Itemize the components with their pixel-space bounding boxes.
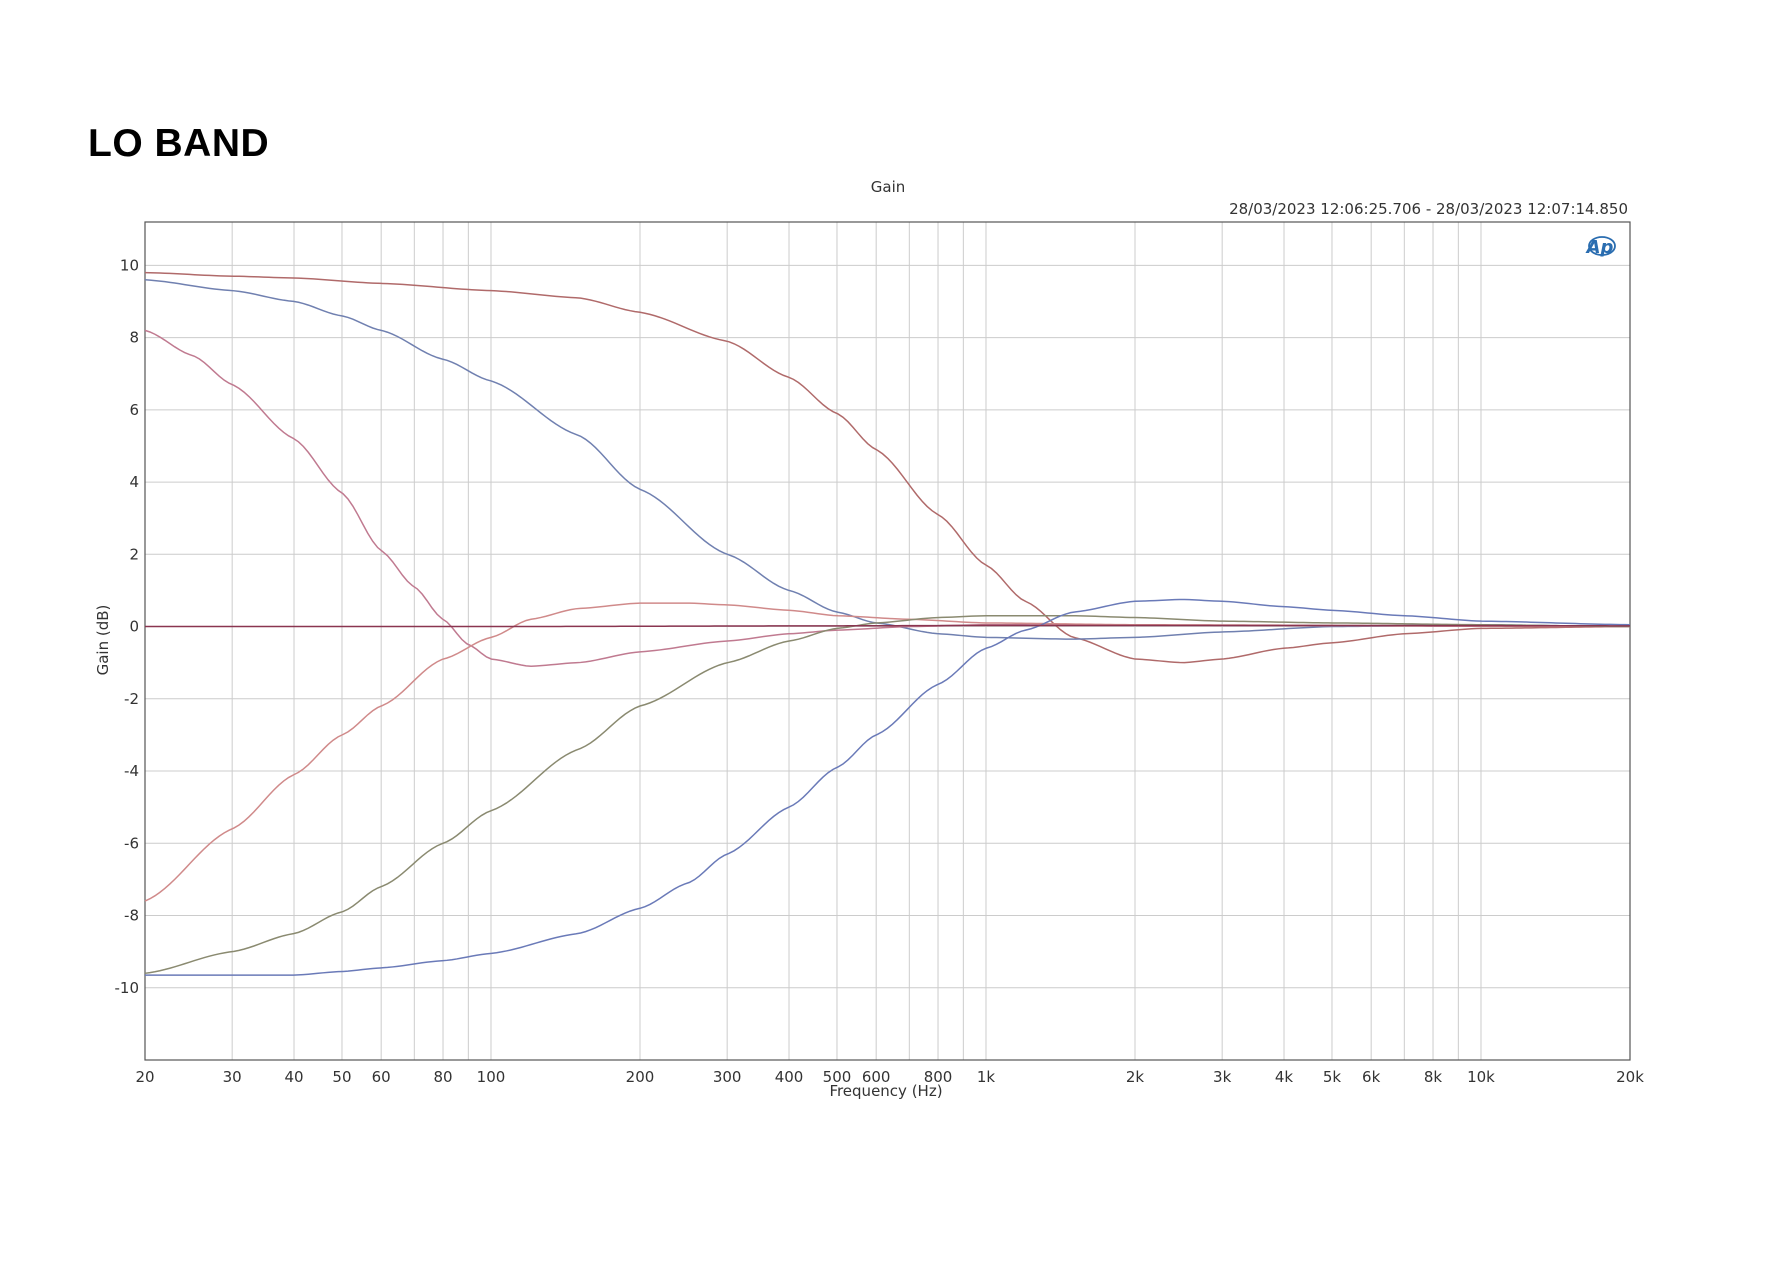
x-tick-label: 20 — [135, 1068, 154, 1086]
y-tick-label: -2 — [124, 690, 139, 708]
x-tick-label: 400 — [775, 1068, 804, 1086]
series-line-6 — [145, 598, 1631, 976]
x-tick-label: 20k — [1616, 1068, 1644, 1086]
series-line-4 — [144, 602, 1631, 902]
series-line-2 — [144, 279, 1631, 640]
x-tick-label: 800 — [924, 1068, 953, 1086]
y-tick-label: -4 — [124, 762, 139, 780]
x-tick-label: 5k — [1323, 1068, 1342, 1086]
x-tick-label: 300 — [713, 1068, 742, 1086]
series-line-7 — [145, 624, 1630, 628]
x-tick-label: 100 — [477, 1068, 506, 1086]
x-tick-label: 1k — [977, 1068, 996, 1086]
x-tick-label: 200 — [626, 1068, 655, 1086]
x-tick-label: 2k — [1126, 1068, 1145, 1086]
x-tick-label: 10k — [1467, 1068, 1495, 1086]
ap-logo: Ap — [1585, 236, 1616, 258]
y-tick-label: 6 — [129, 401, 139, 419]
x-tick-label: 4k — [1275, 1068, 1294, 1086]
page-heading: LO BAND — [88, 122, 270, 165]
plot-frame — [144, 221, 1631, 1061]
y-tick-label: 8 — [129, 329, 139, 347]
series-group — [144, 271, 1631, 976]
y-tick-label: -6 — [124, 834, 139, 852]
x-tick-label: 8k — [1424, 1068, 1443, 1086]
x-tick-label: 6k — [1362, 1068, 1381, 1086]
x-tick-label: 80 — [433, 1068, 452, 1086]
grid-lines — [144, 222, 1631, 1060]
y-tick-labels: 10 8 6 4 2 0 -2 -4 -6 -8 -10 — [115, 256, 140, 996]
chart-timestamp: 28/03/2023 12:06:25.706 - 28/03/2023 12:… — [1229, 200, 1628, 218]
x-tick-label: 500 — [823, 1068, 852, 1086]
x-tick-labels: 20 30 40 50 60 80 100 200 300 400 500 600 800 1k 2k 3k 4… — [135, 1068, 1644, 1086]
y-tick-label: 4 — [129, 473, 139, 491]
series-line-1 — [144, 271, 1631, 664]
y-tick-label: 0 — [129, 618, 139, 636]
x-tick-label: 3k — [1213, 1068, 1232, 1086]
y-tick-label: -10 — [115, 979, 140, 997]
x-tick-label: 30 — [223, 1068, 242, 1086]
y-tick-label: 2 — [129, 545, 139, 563]
x-tick-label: 60 — [372, 1068, 391, 1086]
y-axis-label: Gain (dB) — [94, 605, 112, 676]
ap-logo-text: Ap — [1585, 237, 1614, 258]
chart-title: Gain — [871, 178, 906, 196]
x-tick-label: 40 — [284, 1068, 303, 1086]
x-tick-label: 50 — [332, 1068, 351, 1086]
y-tick-label: 10 — [120, 256, 139, 274]
x-axis-label: Frequency (Hz) — [829, 1082, 942, 1100]
y-tick-label: -8 — [124, 907, 139, 925]
series-line-5 — [144, 614, 1631, 975]
x-tick-label: 600 — [862, 1068, 891, 1086]
